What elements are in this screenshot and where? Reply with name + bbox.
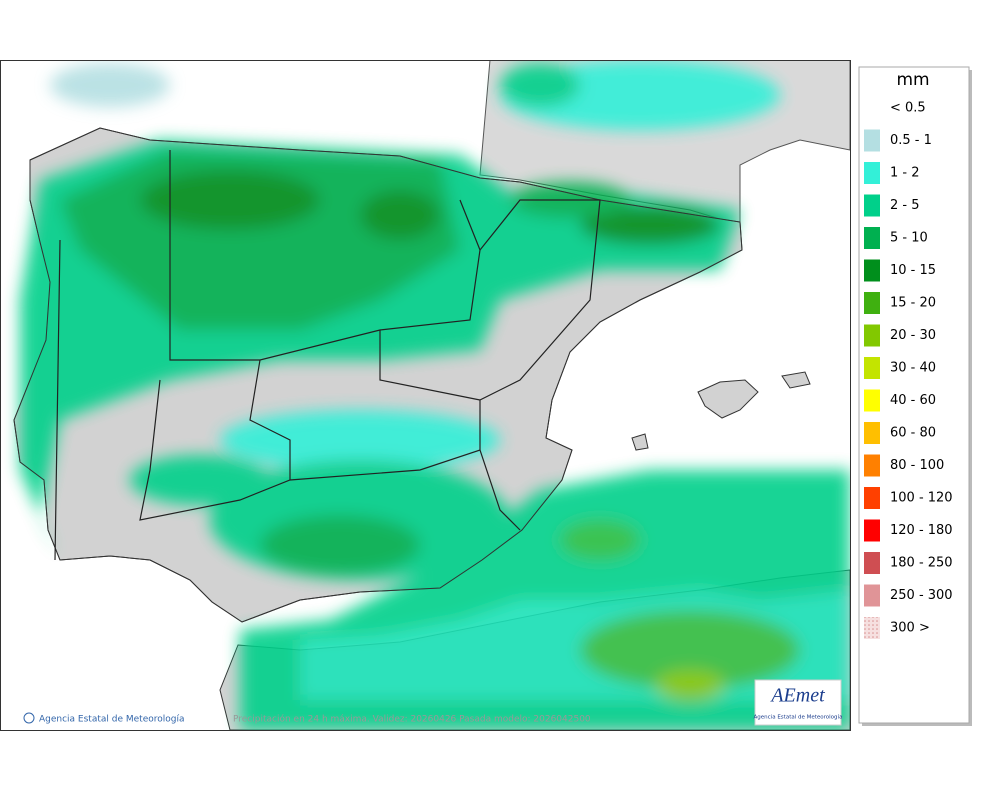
legend-swatch (864, 487, 880, 509)
legend-label: 2 - 5 (890, 198, 920, 213)
credit: Agencia Estatal de Meteorología (39, 715, 185, 725)
precipitation-field (20, 61, 850, 730)
legend-swatch (864, 162, 880, 184)
legend-swatch (864, 389, 880, 412)
legend-swatch (864, 584, 880, 607)
legend-swatch (864, 292, 880, 314)
legend-label: 40 - 60 (890, 393, 936, 408)
legend-label: 250 - 300 (890, 588, 953, 603)
legend-swatch (864, 227, 880, 249)
legend-swatch (864, 617, 880, 639)
copyright-icon (23, 712, 35, 724)
legend-swatch (864, 194, 880, 217)
legend-label: < 0.5 (890, 101, 926, 116)
legend-swatch (864, 357, 880, 379)
legend-label: 1 - 2 (890, 166, 920, 181)
legend-label: 10 - 15 (890, 263, 936, 278)
legend-label: 100 - 120 (890, 491, 953, 506)
legend-label: 300 > (890, 621, 930, 636)
region-borders (54, 150, 601, 561)
legend-swatch (864, 129, 880, 152)
legend-label: 60 - 80 (890, 426, 936, 441)
legend-label: 120 - 180 (890, 523, 953, 538)
legend-swatch (864, 519, 880, 542)
legend-label: 20 - 30 (890, 328, 936, 343)
legend-label: 30 - 40 (890, 361, 936, 376)
legend-swatch (864, 454, 880, 477)
legend-label: 5 - 10 (890, 231, 928, 246)
map-frame (0, 60, 851, 731)
legend-label: 80 - 100 (890, 458, 944, 473)
caption: Precipitación en 24 h máxima. Validez: 2… (233, 714, 591, 725)
legend-title: mm (896, 70, 929, 90)
logo-box (754, 679, 842, 726)
legend-items: < 0.5 0.5 - 1 1 - 2 2 - 5 5 - 10 10 - 15 15 - … (864, 101, 953, 639)
legend-swatch (864, 422, 880, 444)
map-area (1, 61, 850, 730)
logo-subtitle: Agencia Estatal de Meteorología (754, 714, 843, 721)
legend-swatch (864, 552, 880, 574)
legend-swatch (864, 324, 880, 347)
legend-swatch (864, 259, 880, 282)
legend-label: 0.5 - 1 (890, 133, 932, 148)
logo-name: AEmet (769, 685, 825, 707)
legend-label: 15 - 20 (890, 296, 936, 311)
legend-label: 180 - 250 (890, 556, 953, 571)
